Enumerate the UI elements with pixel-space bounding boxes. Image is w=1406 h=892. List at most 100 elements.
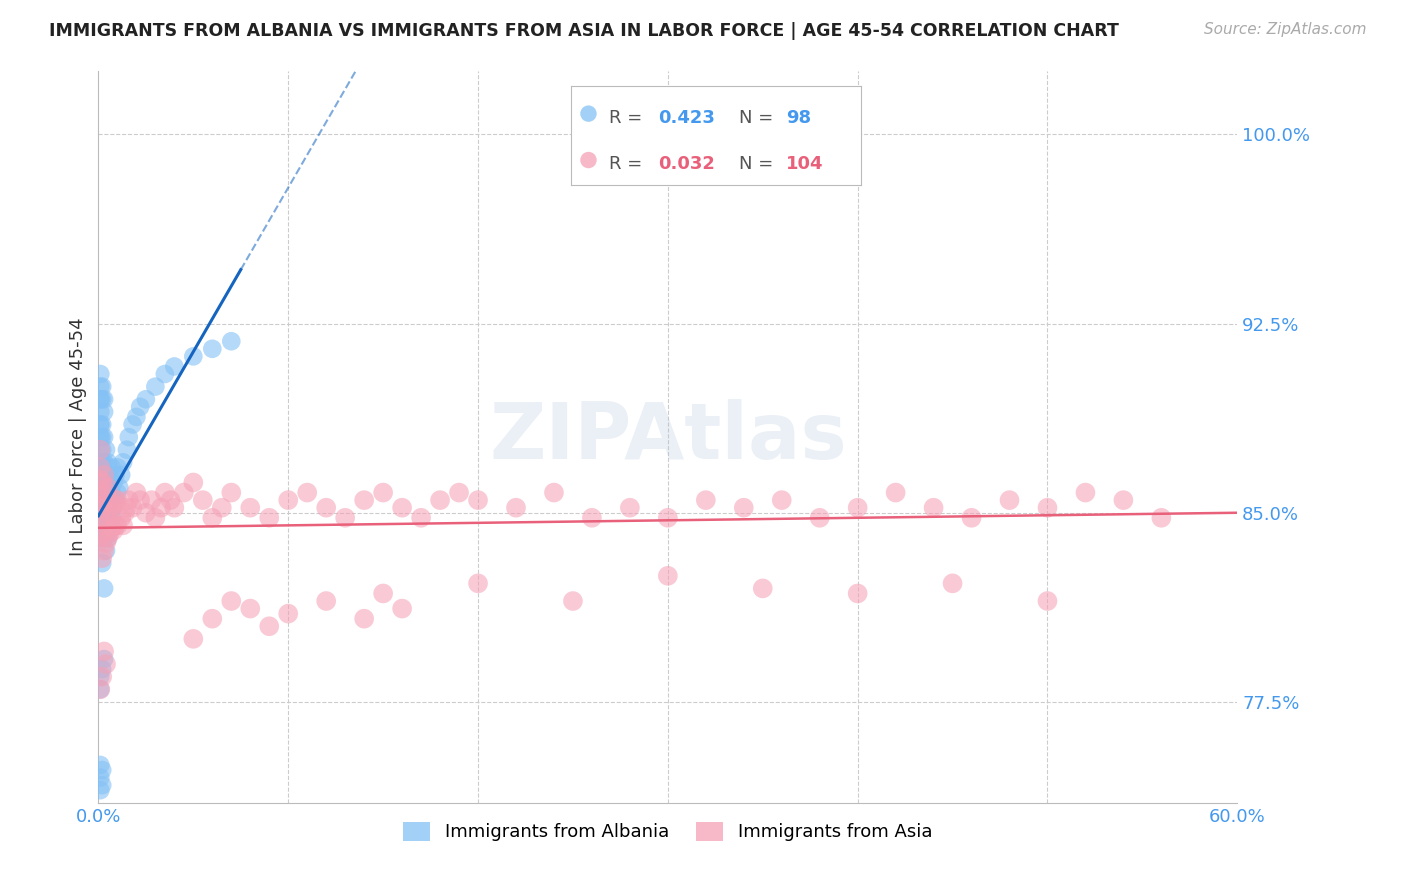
Point bbox=[89, 758, 111, 772]
Point bbox=[89, 455, 111, 469]
Legend: Immigrants from Albania, Immigrants from Asia: Immigrants from Albania, Immigrants from… bbox=[396, 814, 939, 848]
Point bbox=[89, 682, 111, 697]
Point bbox=[89, 417, 111, 432]
Point bbox=[695, 493, 717, 508]
Point bbox=[121, 417, 143, 432]
Point bbox=[94, 493, 117, 508]
Point bbox=[89, 473, 111, 487]
Text: ZIPAtlas: ZIPAtlas bbox=[489, 399, 846, 475]
Point bbox=[100, 460, 122, 475]
Point bbox=[100, 521, 122, 535]
Point bbox=[315, 500, 337, 515]
Point bbox=[1112, 493, 1135, 508]
Point bbox=[110, 467, 132, 482]
Point bbox=[1150, 510, 1173, 524]
Point bbox=[89, 481, 111, 495]
Point bbox=[942, 576, 965, 591]
Point bbox=[91, 417, 114, 432]
Point bbox=[808, 510, 831, 524]
Point bbox=[89, 442, 111, 457]
Point bbox=[118, 493, 141, 508]
Point bbox=[89, 460, 111, 475]
Point bbox=[543, 485, 565, 500]
Point bbox=[104, 518, 127, 533]
Point bbox=[129, 493, 152, 508]
Point bbox=[89, 405, 111, 419]
Point bbox=[259, 510, 281, 524]
Point bbox=[89, 392, 111, 407]
Point bbox=[201, 342, 224, 356]
Point bbox=[353, 612, 375, 626]
Point bbox=[211, 500, 233, 515]
Point bbox=[846, 500, 869, 515]
Point bbox=[121, 500, 143, 515]
Point bbox=[1036, 594, 1059, 608]
Point bbox=[91, 379, 114, 393]
Point bbox=[201, 612, 224, 626]
Point bbox=[98, 525, 121, 540]
Point bbox=[98, 518, 121, 533]
Point bbox=[94, 485, 117, 500]
Point bbox=[733, 500, 755, 515]
Point bbox=[91, 670, 114, 684]
Point bbox=[153, 485, 176, 500]
Point bbox=[97, 481, 120, 495]
Point bbox=[259, 619, 281, 633]
Point bbox=[100, 485, 122, 500]
Point bbox=[97, 531, 120, 545]
Point bbox=[150, 500, 173, 515]
Point bbox=[89, 442, 111, 457]
Point bbox=[93, 493, 115, 508]
Point bbox=[98, 493, 121, 508]
Point bbox=[103, 475, 125, 490]
Point bbox=[107, 493, 129, 508]
Point bbox=[89, 455, 111, 469]
Point bbox=[449, 485, 471, 500]
Point bbox=[221, 594, 243, 608]
Point bbox=[89, 771, 111, 785]
Point bbox=[98, 467, 121, 482]
Point bbox=[145, 510, 167, 524]
Point bbox=[89, 670, 111, 684]
Point bbox=[505, 500, 527, 515]
Point bbox=[91, 455, 114, 469]
Point bbox=[93, 518, 115, 533]
Point bbox=[97, 481, 120, 495]
Point bbox=[846, 586, 869, 600]
Point bbox=[93, 467, 115, 482]
Point bbox=[335, 510, 357, 524]
Point bbox=[297, 485, 319, 500]
Point bbox=[89, 417, 111, 432]
Point bbox=[93, 506, 115, 520]
Point bbox=[91, 778, 114, 792]
Point bbox=[277, 493, 299, 508]
Point bbox=[125, 409, 148, 424]
Point bbox=[107, 485, 129, 500]
Point bbox=[93, 543, 115, 558]
Point bbox=[97, 506, 120, 520]
Point bbox=[89, 481, 111, 495]
Point bbox=[89, 367, 111, 381]
Point bbox=[770, 493, 793, 508]
Point bbox=[93, 405, 115, 419]
Point bbox=[91, 493, 114, 508]
Text: Source: ZipAtlas.com: Source: ZipAtlas.com bbox=[1204, 22, 1367, 37]
Point bbox=[411, 510, 433, 524]
Point bbox=[183, 475, 205, 490]
Point bbox=[429, 493, 451, 508]
Point bbox=[93, 455, 115, 469]
Point bbox=[100, 510, 122, 524]
Point bbox=[884, 485, 907, 500]
Point bbox=[277, 607, 299, 621]
Point bbox=[201, 510, 224, 524]
Point bbox=[163, 359, 186, 374]
Point bbox=[91, 430, 114, 444]
Point bbox=[89, 498, 111, 512]
Point bbox=[110, 510, 132, 524]
Point bbox=[960, 510, 983, 524]
Point bbox=[89, 485, 111, 500]
Point bbox=[103, 498, 125, 512]
Point bbox=[1036, 500, 1059, 515]
Point bbox=[153, 367, 176, 381]
Point bbox=[91, 525, 114, 540]
